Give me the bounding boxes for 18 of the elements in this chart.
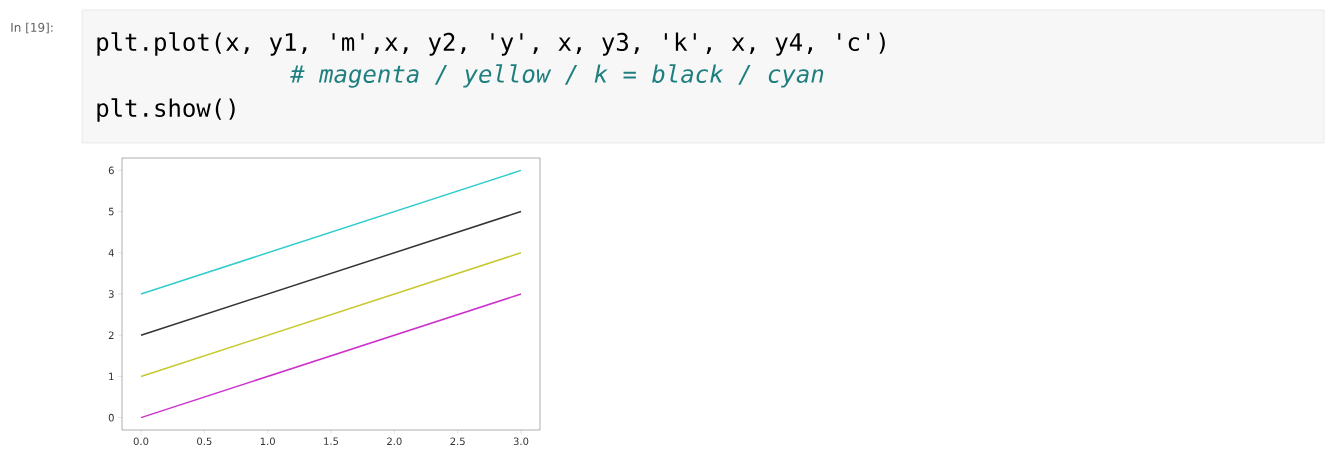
x-tick-label: 0.5 (197, 437, 212, 446)
y-tick-label: 1 (109, 372, 114, 381)
x-tick-label: 2.5 (450, 437, 465, 446)
text: plt.show() (97, 98, 235, 122)
x-tick-label: 1.0 (260, 437, 275, 446)
x-tick-label: 0.0 (133, 437, 149, 446)
text: plt.plot(x, y1, 'm',x, y2, 'y', x, y3, 'k', x, y4, 'c') (97, 32, 885, 56)
x-tick-label: 2.0 (387, 437, 402, 446)
y-tick-label: 4 (108, 249, 114, 257)
y-tick-label: 6 (108, 166, 114, 175)
y-tick-label: 0 (108, 413, 114, 422)
text: In [19]: (11, 22, 53, 34)
x-tick-label: 3.0 (513, 437, 529, 446)
text: # magenta / yellow / k = black / cyan (290, 64, 824, 88)
y-tick-label: 3 (108, 290, 114, 298)
x-tick-label: 1.5 (324, 437, 339, 445)
y-tick-label: 2 (108, 331, 114, 339)
y-tick-label: 5 (108, 207, 114, 216)
